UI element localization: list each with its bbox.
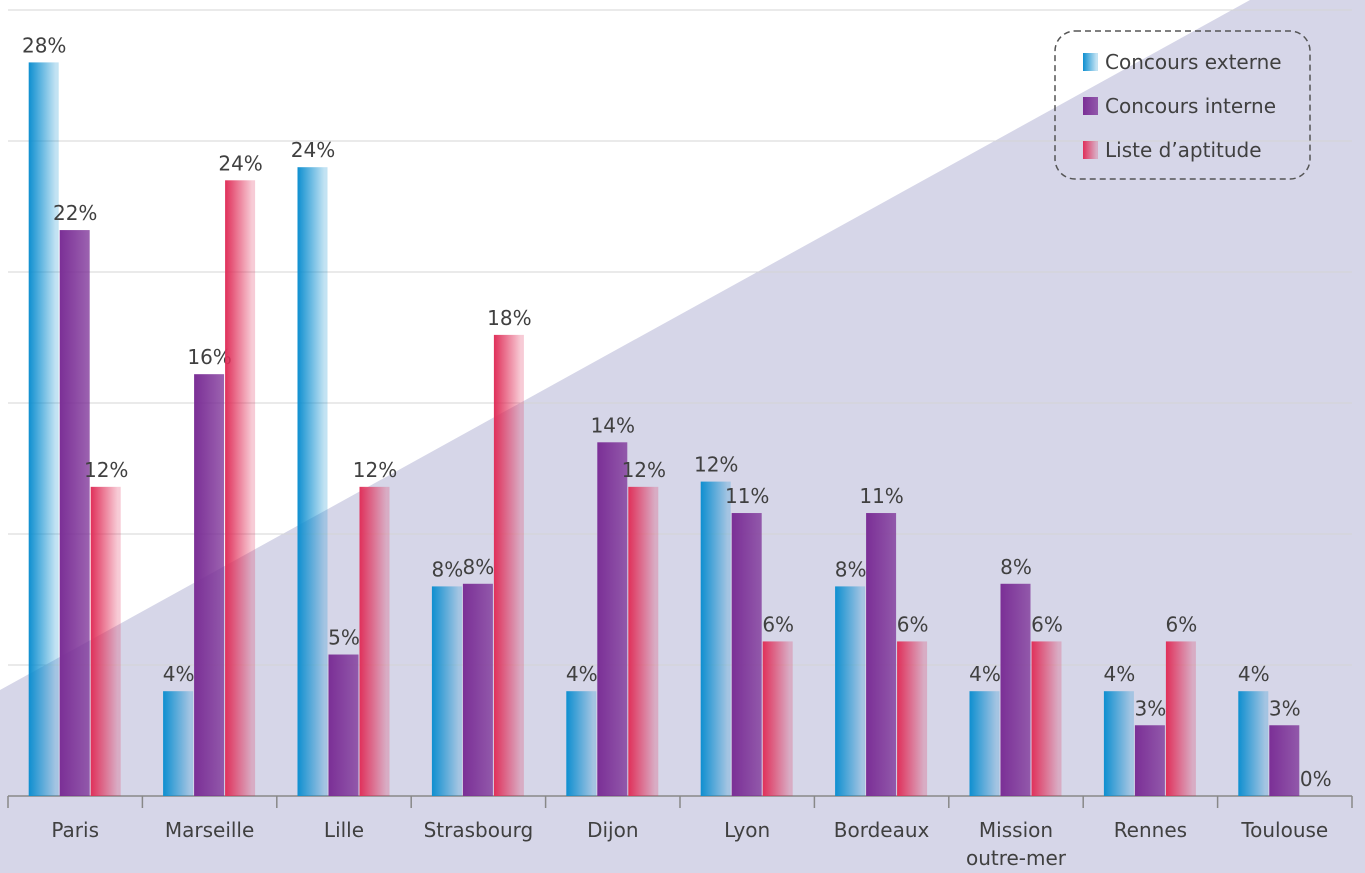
data-label: 12%	[694, 453, 738, 477]
data-label: 16%	[187, 345, 231, 369]
data-label: 4%	[163, 662, 195, 686]
x-tick-label: Dijon	[587, 818, 639, 842]
bar	[328, 654, 359, 796]
data-label: 28%	[22, 33, 66, 57]
bar	[597, 442, 628, 796]
data-label: 8%	[432, 557, 464, 581]
x-tick-label: Paris	[51, 818, 99, 842]
legend-label: Concours interne	[1105, 94, 1276, 118]
x-tick-label: Marseille	[164, 818, 255, 842]
data-label: 22%	[53, 201, 97, 225]
bar	[897, 641, 928, 796]
data-label: 12%	[353, 458, 397, 482]
x-tick-label: Bordeaux	[833, 818, 930, 842]
data-label: 24%	[218, 151, 262, 175]
bar	[1000, 583, 1031, 796]
bar	[163, 691, 194, 796]
bar	[1238, 691, 1269, 796]
bar	[359, 486, 390, 796]
bar	[462, 583, 493, 796]
legend-swatch	[1083, 53, 1098, 71]
data-label: 0%	[1300, 767, 1332, 791]
data-label: 6%	[1031, 612, 1063, 636]
legend-swatch	[1083, 97, 1098, 115]
bar	[194, 374, 225, 796]
bar	[493, 334, 524, 796]
x-tick-label: Toulouse	[1241, 818, 1329, 842]
data-label: 6%	[897, 612, 929, 636]
legend-label: Concours externe	[1105, 50, 1282, 74]
bar	[835, 586, 866, 796]
x-tick-label: Mission outre-mer	[965, 818, 1067, 870]
data-label: 6%	[762, 612, 794, 636]
bar	[731, 513, 762, 796]
data-label: 4%	[969, 662, 1001, 686]
x-tick-label: Rennes	[1113, 818, 1188, 842]
bar	[700, 481, 731, 796]
bar	[1103, 691, 1134, 796]
data-label: 12%	[622, 458, 666, 482]
data-label: 5%	[328, 626, 360, 650]
bar	[431, 586, 462, 796]
data-label: 6%	[1166, 612, 1198, 636]
legend-box	[1054, 30, 1311, 180]
bar	[628, 486, 659, 796]
data-label: 24%	[291, 138, 335, 162]
legend-label: Liste d’aptitude	[1105, 138, 1262, 162]
data-label: 4%	[1104, 662, 1136, 686]
data-label: 8%	[835, 557, 867, 581]
bar	[566, 691, 597, 796]
data-label: 8%	[1000, 555, 1032, 579]
data-label: 12%	[84, 458, 128, 482]
legend: Concours externe Concours interne Liste d’…	[1054, 30, 1311, 180]
bar	[1165, 641, 1196, 796]
data-label: 14%	[591, 413, 635, 437]
data-label: 3%	[1135, 696, 1167, 720]
data-label: 4%	[566, 662, 598, 686]
x-tick-label: Lyon	[724, 818, 771, 842]
bar	[1134, 725, 1165, 796]
bar	[1269, 725, 1300, 796]
legend-swatch	[1083, 141, 1098, 159]
data-label: 18%	[487, 306, 531, 330]
bar	[866, 513, 897, 796]
bar	[28, 62, 59, 796]
bar	[297, 167, 328, 796]
bar	[1031, 641, 1062, 796]
data-label: 4%	[1238, 662, 1270, 686]
bar	[762, 641, 793, 796]
bar	[969, 691, 1000, 796]
bar	[225, 180, 256, 797]
data-label: 8%	[463, 555, 495, 579]
data-label: 11%	[859, 484, 903, 508]
bar	[90, 486, 121, 796]
bar	[59, 230, 90, 796]
x-tick-label: Strasbourg	[423, 818, 534, 842]
data-label: 11%	[725, 484, 769, 508]
data-label: 3%	[1269, 696, 1301, 720]
x-tick-label: Lille	[323, 818, 365, 842]
